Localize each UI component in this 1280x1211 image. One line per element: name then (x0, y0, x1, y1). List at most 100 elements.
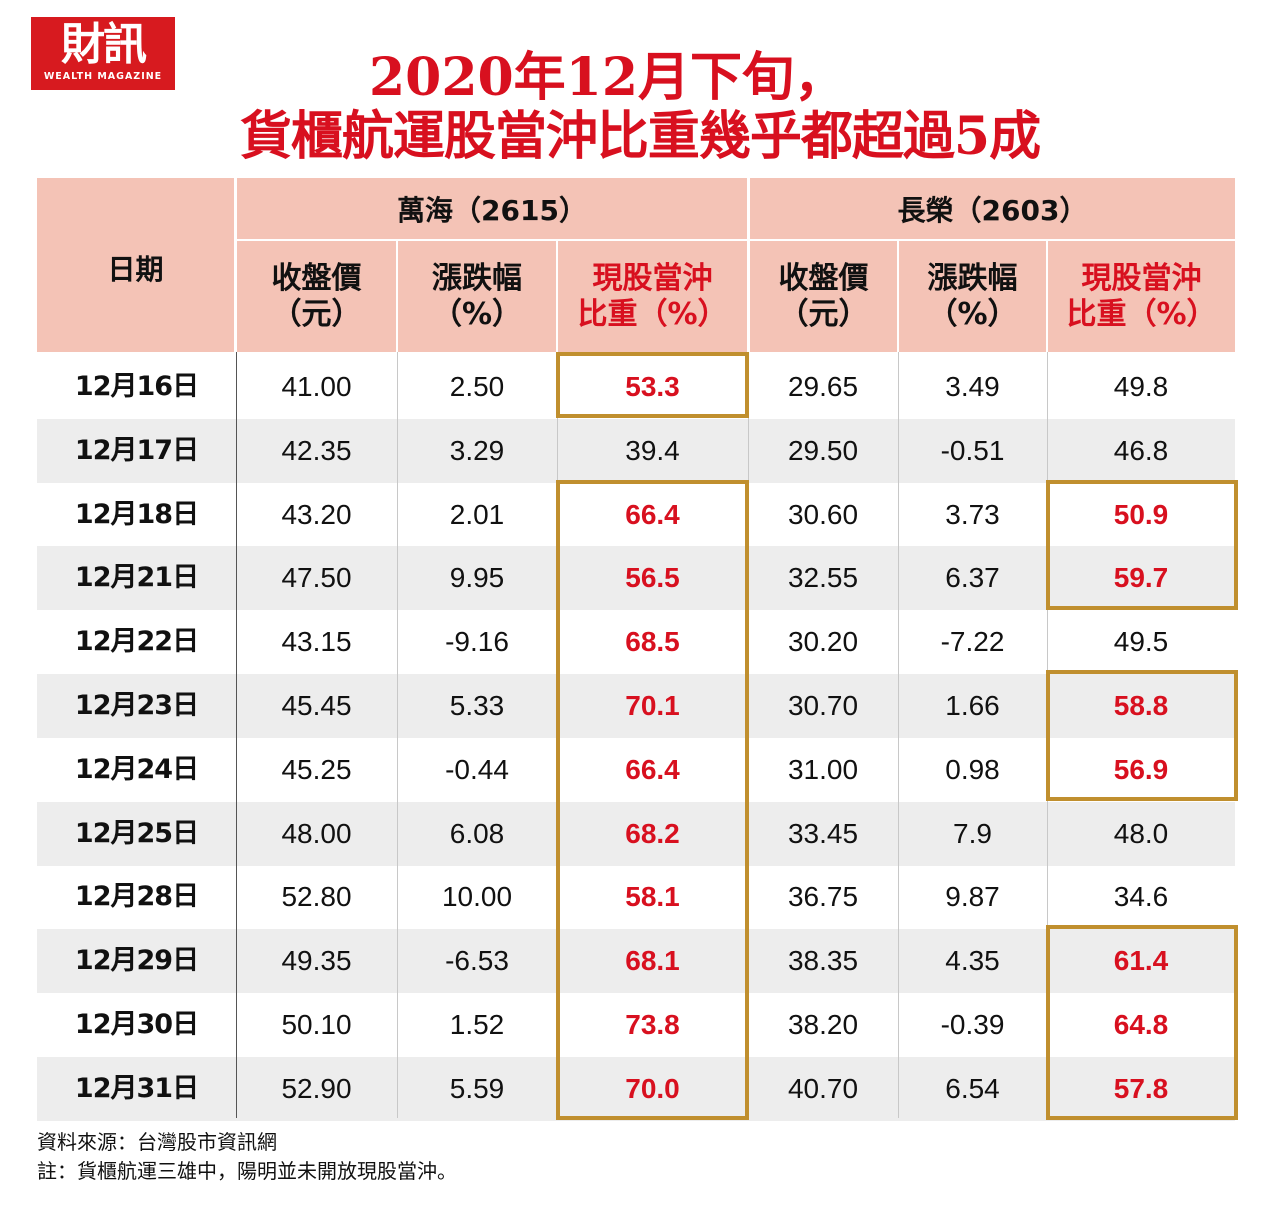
cell-em-ratio: 49.5 (1113, 626, 1169, 658)
table-row: 12月24日 45.25 -0.44 66.4 31.00 0.98 56.9 (37, 738, 1235, 802)
cell-wh-chg: 5.33 (449, 690, 505, 721)
cell-em-ratio: 59.7 (1113, 562, 1169, 594)
cell-em-price: 31.00 (787, 753, 859, 785)
cell-wh-price: 52.90 (281, 1072, 352, 1104)
cell-wh-price: 50.10 (281, 1009, 352, 1040)
wealth-magazine-logo: 財訊 WEALTH MAGAZINE (31, 17, 175, 90)
cell-em-chg: 3.73 (945, 498, 1000, 530)
price-header-line1: 收盤價 (271, 260, 362, 296)
cell-em-ratio: 61.4 (1113, 945, 1169, 977)
logo-english-text: WEALTH MAGAZINE (43, 71, 163, 82)
cell-wh-ratio: 39.4 (625, 434, 680, 466)
table-row: 12月30日 50.10 1.52 73.8 38.20 -0.39 64.8 (37, 993, 1235, 1057)
cell-date: 12月17日 (74, 434, 199, 466)
cell-wh-price: 43.15 (281, 626, 352, 658)
group-header-evergreen: 長榮（2603） (750, 178, 1235, 239)
price-header-line2: （元） (778, 296, 869, 332)
cell-em-price: 29.50 (787, 434, 859, 466)
em-daytrade-ratio-header: 現股當沖 比重（%） (1048, 241, 1235, 352)
table-row: 12月22日 43.15 -9.16 68.5 30.20 -7.22 49.5 (37, 610, 1235, 674)
change-header-line1: 漲跌幅 (432, 260, 522, 296)
evergreen-label: 長榮（2603） (897, 193, 1088, 227)
cell-wh-chg: -0.44 (445, 753, 509, 785)
cell-em-ratio: 50.9 (1113, 498, 1169, 530)
cell-em-chg: 3.49 (945, 371, 1000, 402)
cell-date: 12月21日 (74, 562, 199, 594)
cell-em-ratio: 48.0 (1113, 817, 1169, 849)
cell-wh-ratio: 53.3 (625, 371, 680, 402)
ratio-header-line2: 比重（%） (1066, 296, 1217, 332)
cell-wh-chg: 9.95 (449, 562, 505, 594)
ratio-header-line1: 現股當沖 (1081, 260, 1202, 296)
cell-em-ratio: 34.6 (1113, 881, 1169, 913)
cell-wh-price: 42.35 (281, 434, 352, 466)
cell-date: 12月22日 (74, 626, 199, 658)
remark-note: 註：貨櫃航運三雄中，陽明並未開放現股當沖。 (37, 1159, 457, 1183)
data-source-note: 資料來源：台灣股市資訊網 (37, 1130, 277, 1154)
cell-wh-chg: 2.01 (449, 498, 505, 530)
cell-wh-ratio: 68.5 (625, 626, 680, 658)
logo-chinese-text: 財訊 (61, 19, 147, 70)
cell-em-chg: 0.98 (945, 753, 1000, 785)
cell-em-price: 36.75 (787, 881, 859, 913)
cell-wh-ratio: 73.8 (625, 1009, 680, 1040)
change-header-line2: （%） (431, 296, 523, 332)
cell-wh-chg: 2.50 (449, 371, 505, 402)
cell-em-price: 38.20 (787, 1009, 859, 1040)
cell-wh-ratio: 68.1 (625, 945, 680, 977)
column-divider (1047, 352, 1048, 1118)
table-row: 12月25日 48.00 6.08 68.2 33.45 7.9 48.0 (37, 801, 1235, 866)
cell-em-ratio: 58.8 (1113, 690, 1169, 721)
cell-em-ratio: 46.8 (1113, 434, 1169, 466)
cell-wh-chg: 5.59 (449, 1072, 505, 1104)
cell-em-chg: 1.66 (945, 690, 1000, 721)
table-row: 12月17日 42.35 3.29 39.4 29.50 -0.51 46.8 (37, 418, 1235, 483)
cell-em-chg: 9.87 (945, 881, 1000, 913)
cell-em-chg: 6.54 (945, 1072, 1000, 1104)
wh-change-header: 漲跌幅 （%） (398, 241, 556, 352)
column-divider (557, 352, 558, 1118)
cell-em-chg: -0.51 (940, 434, 1005, 466)
ratio-header-line2: 比重（%） (577, 296, 728, 332)
cell-wh-chg: -6.53 (445, 945, 509, 977)
cell-wh-chg: -9.16 (445, 626, 509, 658)
cell-date: 12月30日 (74, 1009, 199, 1040)
cell-date: 12月24日 (74, 753, 199, 785)
cell-wh-price: 43.20 (281, 498, 352, 530)
cell-wh-chg: 10.00 (441, 881, 513, 913)
table-row: 12月16日 41.00 2.50 53.3 29.65 3.49 49.8 (37, 355, 1235, 419)
em-change-header: 漲跌幅 （%） (899, 241, 1046, 352)
cell-wh-ratio: 56.5 (625, 562, 680, 594)
cell-date: 12月29日 (74, 945, 199, 977)
cell-date: 12月23日 (74, 690, 199, 721)
cell-em-ratio: 57.8 (1113, 1072, 1169, 1104)
table-row: 12月18日 43.20 2.01 66.4 30.60 3.73 50.9 (37, 483, 1235, 547)
cell-em-chg: -7.22 (940, 626, 1005, 658)
cell-date: 12月25日 (74, 817, 199, 849)
cell-wh-chg: 3.29 (449, 434, 505, 466)
cell-em-price: 30.70 (787, 690, 859, 721)
group-header-wan-hai: 萬海（2615） (237, 178, 747, 239)
cell-em-chg: -0.39 (940, 1009, 1005, 1040)
cell-em-ratio: 56.9 (1113, 753, 1169, 785)
title-line-1-text: 2020年12月下旬， (368, 47, 847, 108)
change-header-line1: 漲跌幅 (927, 260, 1018, 296)
cell-em-price: 33.45 (787, 817, 859, 849)
cell-date: 12月28日 (74, 881, 199, 913)
wh-price-header: 收盤價 （元） (237, 241, 396, 352)
cell-wh-price: 45.45 (281, 690, 352, 721)
cell-wh-chg: 1.52 (449, 1009, 505, 1040)
cell-em-price: 40.70 (787, 1072, 859, 1104)
table-row: 12月21日 47.50 9.95 56.5 32.55 6.37 59.7 (37, 546, 1235, 611)
cell-wh-chg: 6.08 (449, 817, 505, 849)
cell-wh-price: 45.25 (281, 753, 352, 785)
table-row: 12月23日 45.45 5.33 70.1 30.70 1.66 58.8 (37, 674, 1235, 738)
cell-wh-ratio: 66.4 (625, 498, 680, 530)
cell-em-price: 30.60 (787, 498, 859, 530)
table-row: 12月28日 52.80 10.00 58.1 36.75 9.87 34.6 (37, 865, 1235, 929)
cell-wh-ratio: 70.1 (625, 690, 680, 721)
cell-em-chg: 6.37 (945, 562, 1000, 594)
cell-wh-ratio: 58.1 (625, 881, 680, 913)
price-header-line1: 收盤價 (778, 260, 869, 296)
wan-hai-label: 萬海（2615） (397, 193, 587, 227)
